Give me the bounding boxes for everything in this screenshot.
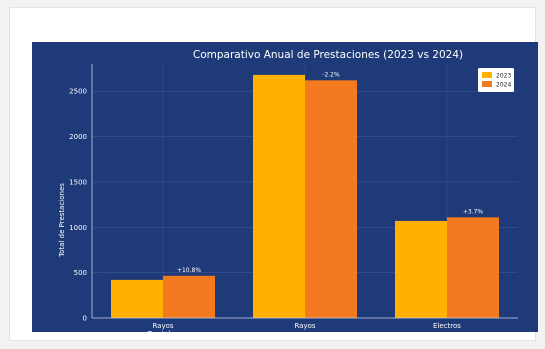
x-tick-label: Electros — [433, 322, 461, 330]
axes — [91, 64, 518, 319]
bar-chart: Comparativo Anual de Prestaciones (2023 … — [58, 49, 518, 332]
chart-card: Comparativo Anual de Prestaciones (2023 … — [9, 7, 538, 341]
legend-swatch-2023 — [482, 72, 492, 78]
bar-2023-3 — [395, 220, 447, 318]
bar-2024-2 — [305, 80, 357, 318]
tick-labels: 05001000150020002500RayosDentalesRayosEl… — [69, 88, 461, 332]
bar-annotation: -2.2% — [322, 71, 340, 78]
legend-swatch-2024 — [482, 81, 492, 87]
bar-annotation: +3.7% — [463, 208, 484, 215]
chart-area: Comparativo Anual de Prestaciones (2023 … — [32, 42, 538, 332]
x-tick-label: Rayos — [152, 322, 173, 330]
bar-2023-2 — [253, 74, 305, 318]
legend-label: 2023 — [496, 73, 511, 80]
y-tick-label: 2000 — [69, 133, 87, 141]
bar-2024-3 — [447, 217, 499, 318]
y-axis-label: Total de Prestaciones — [58, 183, 66, 258]
x-tick-label: Rayos — [294, 322, 315, 330]
bar-2023-1 — [111, 279, 163, 318]
bar-2024-1 — [163, 275, 215, 318]
bars — [111, 74, 499, 318]
chart-title: Comparativo Anual de Prestaciones (2023 … — [193, 49, 463, 61]
y-tick-label: 2500 — [69, 88, 87, 96]
y-tick-label: 1500 — [69, 178, 87, 186]
legend: 2023 2024 — [478, 68, 514, 92]
legend-label: 2024 — [496, 82, 511, 89]
bar-annotation: +10.8% — [177, 267, 201, 274]
x-tick-label: Dentales — [147, 330, 178, 332]
y-tick-label: 500 — [74, 269, 87, 277]
y-tick-label: 1000 — [69, 224, 87, 232]
annotations: +10.8% -2.2% +3.7% — [177, 71, 483, 273]
y-tick-label: 0 — [83, 315, 87, 323]
